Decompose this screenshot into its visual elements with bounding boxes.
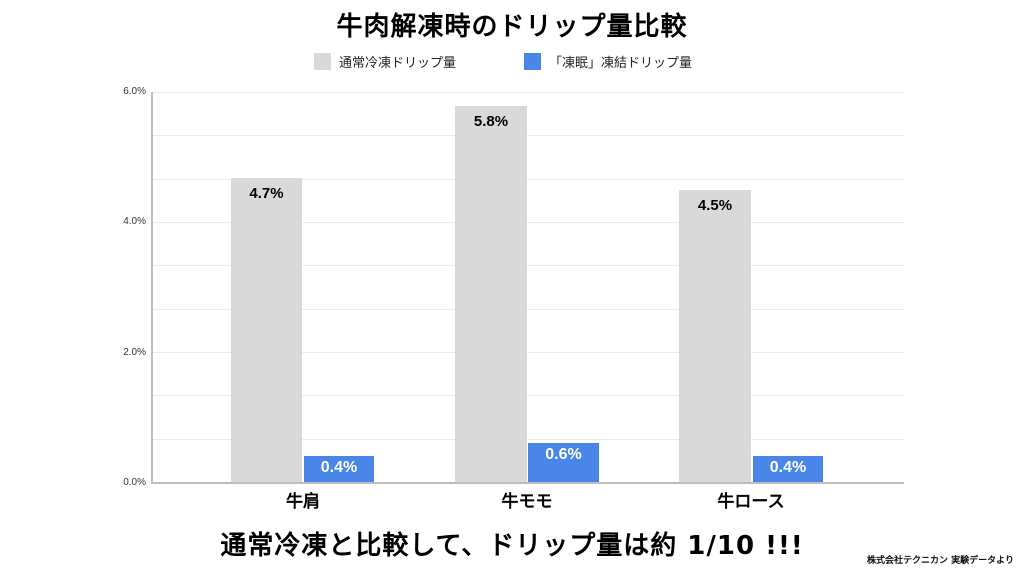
gridline	[151, 222, 904, 223]
gridline	[151, 395, 904, 396]
legend: 通常冷凍ドリップ量 「凍眠」凍結ドリップ量	[0, 52, 1024, 72]
bar-normal-kata: 4.7%	[231, 178, 302, 482]
summary-caption: 通常冷凍と比較して、ドリップ量は約 1/10 !!!	[220, 531, 804, 561]
x-category-momo: 牛モモ	[501, 492, 553, 512]
bar-tomin-kata: 0.4%	[304, 456, 374, 482]
bar-value-label: 4.7%	[249, 185, 284, 202]
bar-tomin-momo: 0.6%	[528, 443, 599, 482]
plot-area: 4.7% 0.4% 5.8% 0.6% 4.5% 0.4%	[151, 92, 904, 482]
legend-item-normal: 通常冷凍ドリップ量	[314, 52, 456, 71]
x-category-loin: 牛ロース	[717, 492, 785, 512]
gridline	[151, 179, 904, 180]
bar-value-label: 5.8%	[473, 113, 509, 130]
y-tick-4: 4.0%	[123, 216, 146, 227]
bar-value-label: 4.5%	[697, 197, 733, 214]
bar-value-label: 0.4%	[769, 459, 807, 476]
gridline	[151, 92, 904, 93]
data-source-credit: 株式会社テクニカン 実験データより	[867, 556, 1014, 566]
bar-value-label: 0.4%	[320, 459, 358, 476]
legend-label: 「凍眠」凍結ドリップ量	[549, 56, 693, 71]
bar-normal-momo: 5.8%	[455, 106, 527, 482]
y-tick-0: 0.0%	[123, 477, 146, 488]
bar-tomin-loin: 0.4%	[753, 456, 823, 482]
legend-swatch-gray-icon	[314, 53, 331, 70]
bar-normal-loin: 4.5%	[679, 190, 751, 482]
y-axis	[151, 92, 153, 483]
gridline	[151, 352, 904, 353]
x-axis	[151, 482, 904, 484]
y-tick-2: 2.0%	[123, 347, 146, 358]
gridline	[151, 135, 904, 136]
bar-value-label: 0.6%	[545, 446, 582, 463]
legend-item-tomin: 「凍眠」凍結ドリップ量	[524, 52, 692, 71]
x-category-kata: 牛肩	[286, 492, 320, 512]
gridline	[151, 265, 904, 266]
y-tick-6: 6.0%	[123, 86, 146, 97]
legend-label: 通常冷凍ドリップ量	[339, 56, 457, 71]
legend-swatch-blue-icon	[524, 53, 541, 70]
gridline	[151, 439, 904, 440]
chart-title: 牛肉解凍時のドリップ量比較	[336, 12, 688, 42]
gridline	[151, 309, 904, 310]
